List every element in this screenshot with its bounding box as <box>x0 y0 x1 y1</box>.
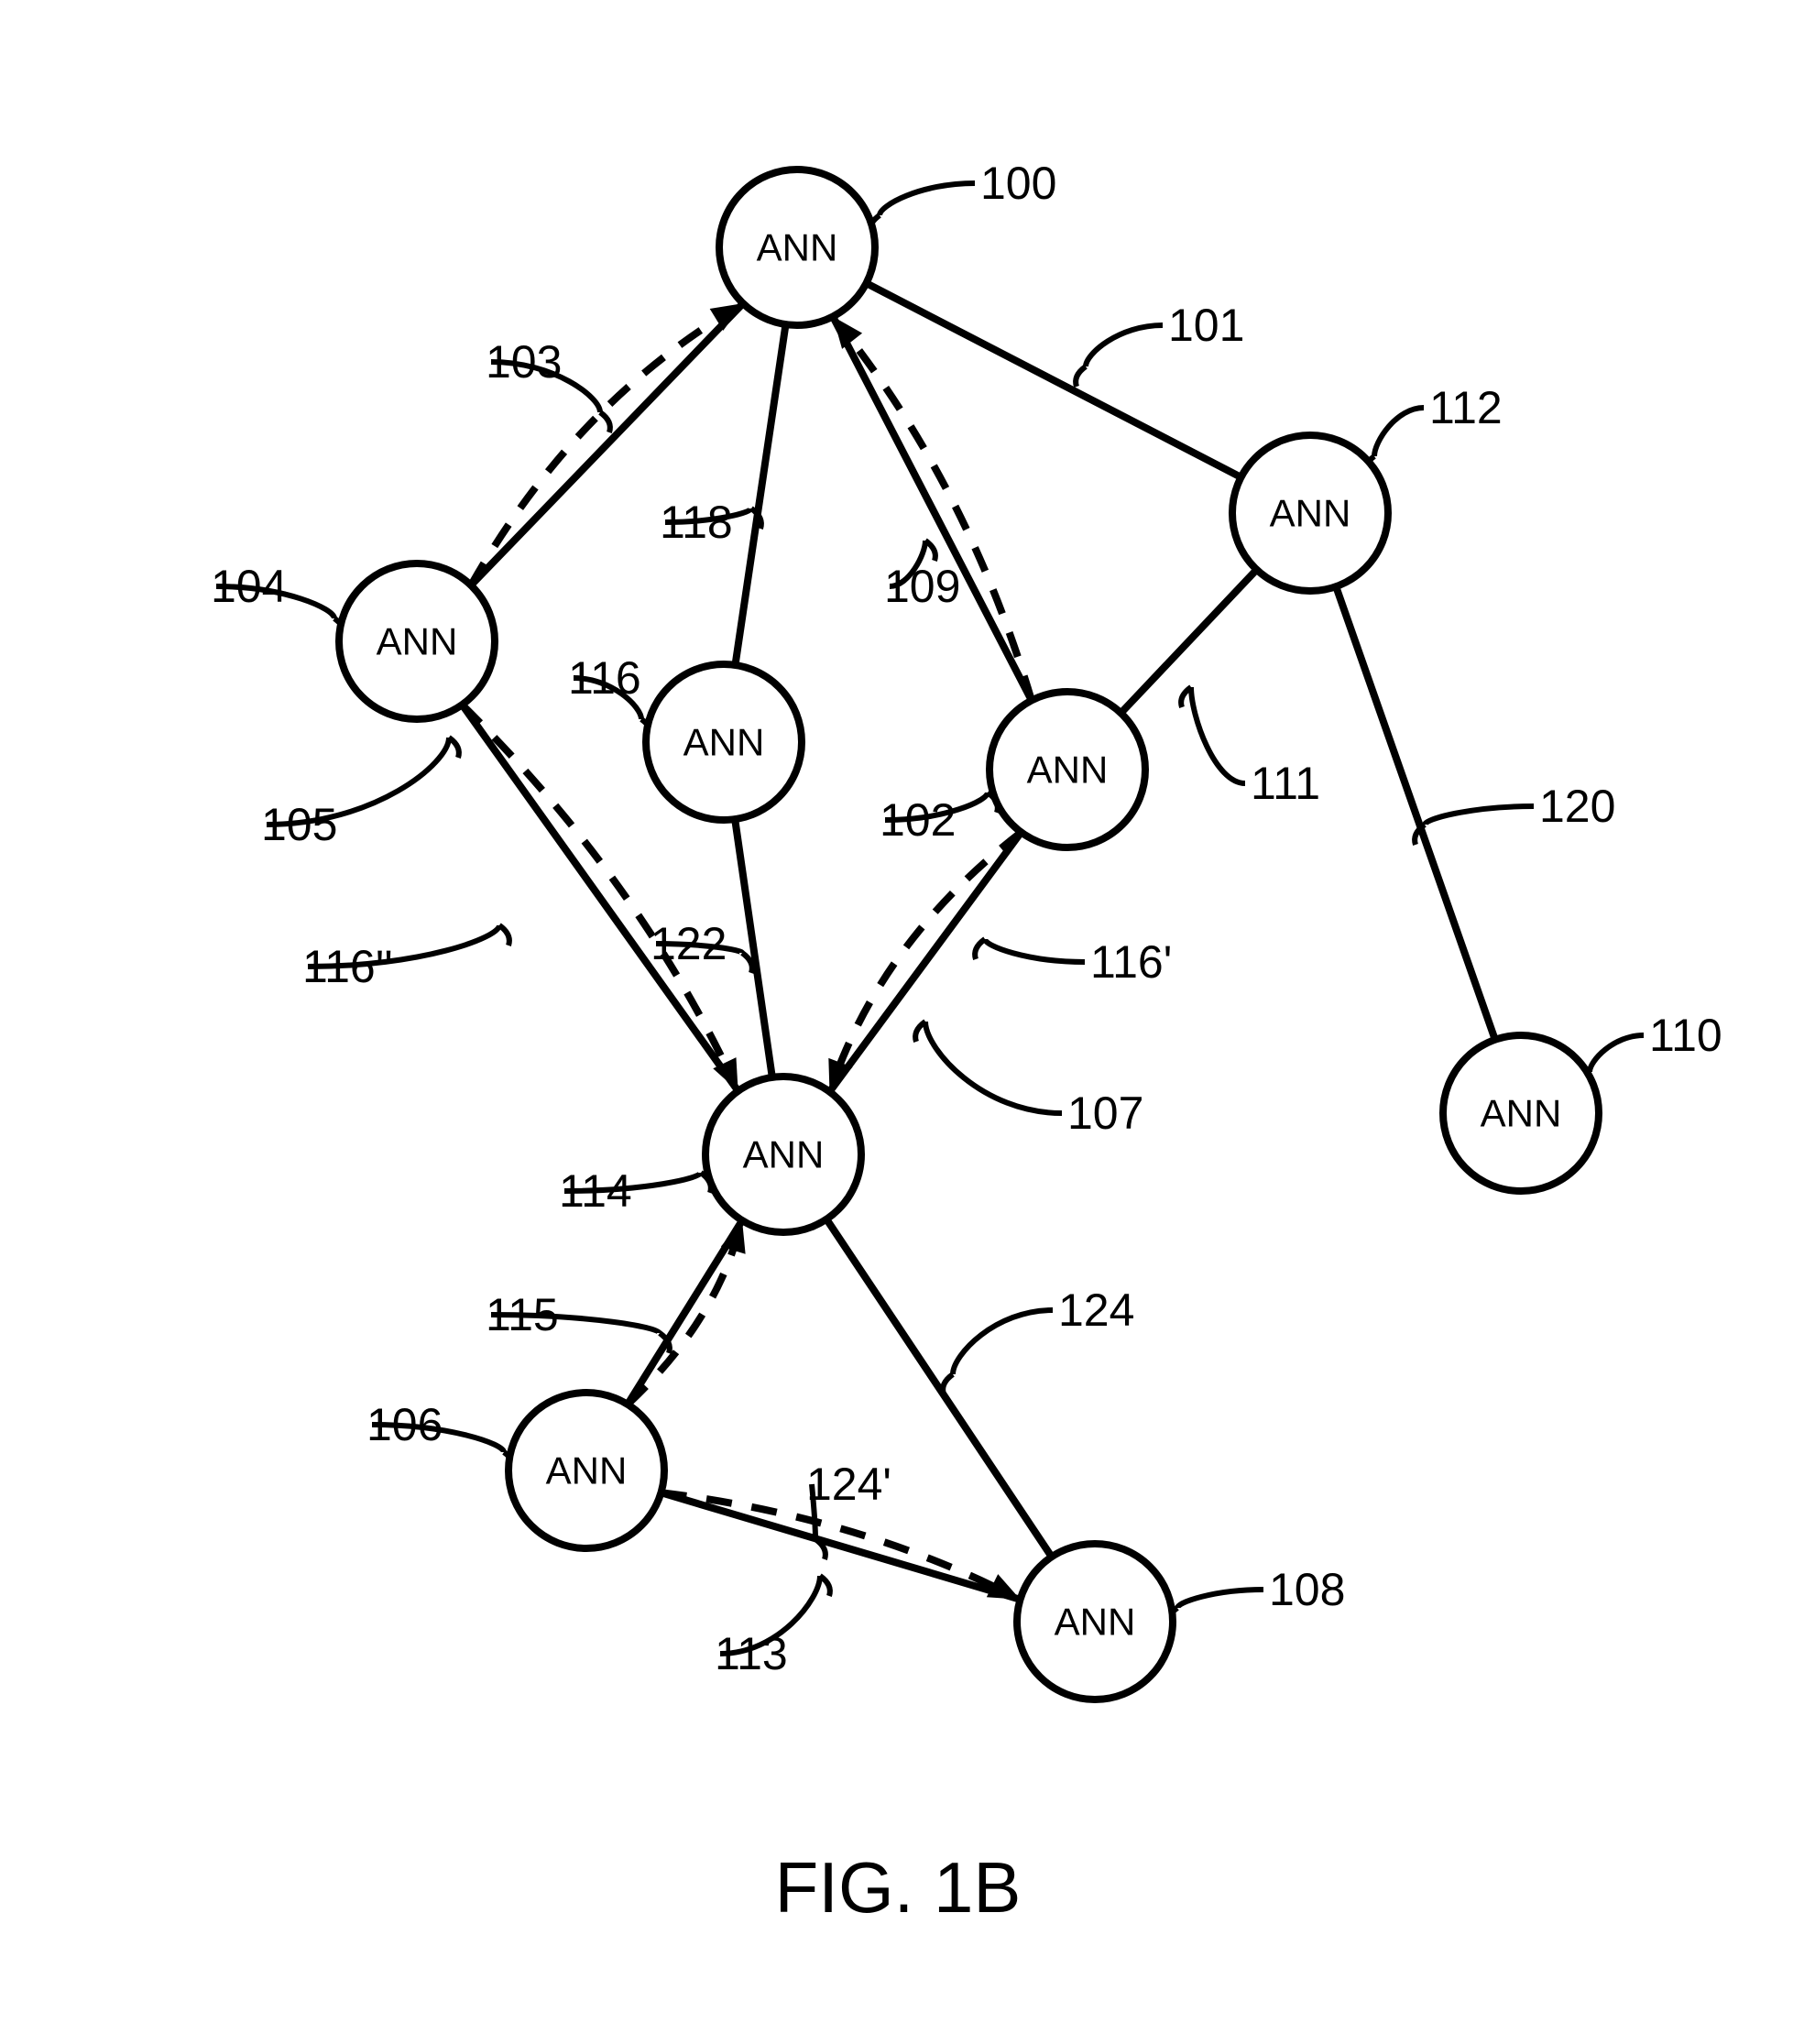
leader-hook-124 <box>943 1374 953 1394</box>
edge-e115 <box>628 1220 742 1405</box>
node-label-n100: ANN <box>757 226 838 269</box>
node-label-n114: ANN <box>743 1133 825 1176</box>
edge-e107 <box>829 832 1021 1091</box>
annotation-106: 106 <box>366 1399 443 1450</box>
annotation-116'': 116'' <box>302 941 393 992</box>
annotation-116': 116' <box>1090 936 1172 988</box>
annotation-124': 124' <box>806 1459 891 1510</box>
annotation-115: 115 <box>486 1289 559 1340</box>
leader-hook-116' <box>975 939 985 959</box>
annotation-122: 122 <box>651 918 727 969</box>
annotation-110: 110 <box>1649 1010 1722 1061</box>
edge-e118 <box>735 324 785 665</box>
annotation-100: 100 <box>980 158 1056 209</box>
leader-hook-107 <box>915 1022 925 1042</box>
annotation-120: 120 <box>1539 781 1615 832</box>
leader-hook-109 <box>925 541 935 561</box>
leader-120 <box>1425 806 1534 825</box>
annotation-116: 116 <box>568 652 641 704</box>
leader-hook-103 <box>600 412 610 432</box>
nodes-layer: ANN ANN ANN ANN ANN ANN ANN ANN ANN <box>339 169 1599 1700</box>
annotation-101: 101 <box>1168 300 1244 351</box>
annotation-114: 114 <box>559 1165 632 1217</box>
node-label-n108: ANN <box>1055 1601 1136 1644</box>
annotation-107: 107 <box>1067 1088 1143 1139</box>
annotation-118: 118 <box>660 497 733 548</box>
node-label-n106: ANN <box>546 1449 628 1492</box>
node-label-n102: ANN <box>1027 749 1109 792</box>
network-diagram: ANN ANN ANN ANN ANN ANN ANN ANN ANN 100 101 103 112 1… <box>0 0 1804 2044</box>
node-label-n116: ANN <box>683 721 765 764</box>
annotation-108: 108 <box>1269 1564 1345 1615</box>
edge-e109 <box>833 316 1032 700</box>
node-label-n110: ANN <box>1481 1092 1562 1135</box>
annotation-113: 113 <box>715 1628 788 1679</box>
annotation-112: 112 <box>1429 382 1503 433</box>
leader-108 <box>1177 1590 1263 1608</box>
arrow-d100a <box>710 303 743 331</box>
leader-111 <box>1191 687 1245 783</box>
annotation-111: 111 <box>1251 758 1320 809</box>
figure-caption: FIG. 1B <box>775 1847 1022 1928</box>
leader-107 <box>925 1022 1062 1113</box>
annotation-104: 104 <box>211 561 287 612</box>
leader-hook-101 <box>1076 366 1086 387</box>
annotation-109: 109 <box>884 561 960 612</box>
leader-hook-122 <box>742 953 752 973</box>
leader-hook-105 <box>449 738 459 758</box>
edge-e122 <box>735 819 772 1077</box>
leader-100 <box>880 183 975 215</box>
leader-110 <box>1590 1035 1644 1072</box>
leader-hook-113 <box>820 1576 830 1596</box>
annotation-124: 124 <box>1058 1284 1134 1336</box>
node-label-n104: ANN <box>377 620 458 663</box>
leader-112 <box>1374 408 1424 456</box>
leader-101 <box>1086 325 1163 366</box>
node-label-n112: ANN <box>1270 492 1351 535</box>
leader-116' <box>985 939 1085 962</box>
annotation-103: 103 <box>486 336 562 388</box>
annotation-102: 102 <box>880 794 956 846</box>
leader-hook-116'' <box>499 925 509 945</box>
leader-124 <box>953 1310 1053 1374</box>
annotation-105: 105 <box>261 799 337 850</box>
